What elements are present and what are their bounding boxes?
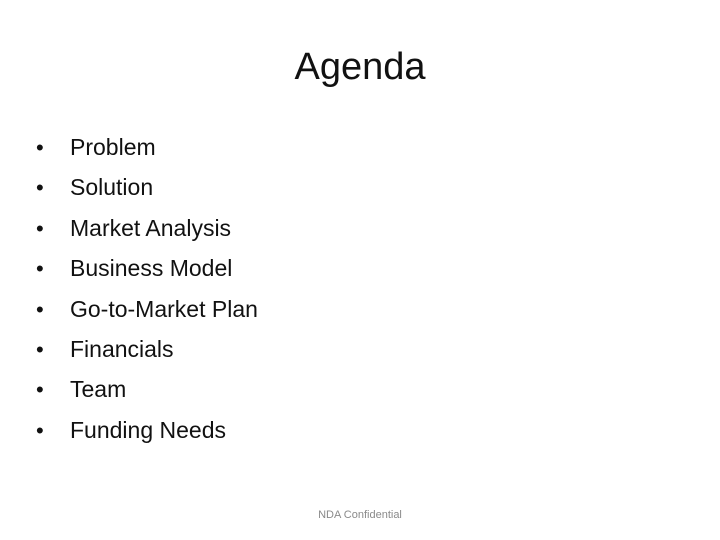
agenda-item-go-to-market-plan: • Go-to-Market Plan bbox=[36, 289, 258, 329]
agenda-item-problem: • Problem bbox=[36, 127, 258, 167]
agenda-item-label: Funding Needs bbox=[70, 416, 226, 443]
agenda-item-financials: • Financials bbox=[36, 329, 258, 369]
agenda-item-label: Solution bbox=[70, 174, 154, 201]
bullet-icon: • bbox=[36, 296, 44, 322]
bullet-icon: • bbox=[36, 336, 44, 362]
agenda-item-funding-needs: • Funding Needs bbox=[36, 410, 258, 450]
agenda-item-market-analysis: • Market Analysis bbox=[36, 208, 258, 248]
bullet-icon: • bbox=[36, 215, 44, 241]
agenda-list: • Problem • Solution • Market Analysis • Bus… bbox=[36, 127, 258, 450]
bullet-icon: • bbox=[36, 135, 44, 160]
agenda-item-label: Team bbox=[70, 376, 127, 403]
agenda-item-label: Problem bbox=[70, 134, 156, 160]
bullet-icon: • bbox=[36, 256, 44, 282]
agenda-item-team: • Team bbox=[36, 369, 258, 409]
agenda-item-label: Financials bbox=[70, 335, 174, 362]
slide-title: Agenda bbox=[294, 46, 426, 88]
agenda-item-business-model: • Business Model bbox=[36, 248, 258, 288]
agenda-item-solution: • Solution bbox=[36, 167, 258, 207]
footer-confidential-note: NDA Confidential bbox=[318, 509, 402, 521]
agenda-item-label: Market Analysis bbox=[70, 214, 232, 241]
agenda-item-label: Go-to-Market Plan bbox=[70, 295, 258, 322]
agenda-item-label: Business Model bbox=[70, 255, 233, 282]
bullet-icon: • bbox=[36, 377, 44, 403]
bullet-icon: • bbox=[36, 175, 44, 201]
bullet-icon: • bbox=[36, 417, 44, 443]
